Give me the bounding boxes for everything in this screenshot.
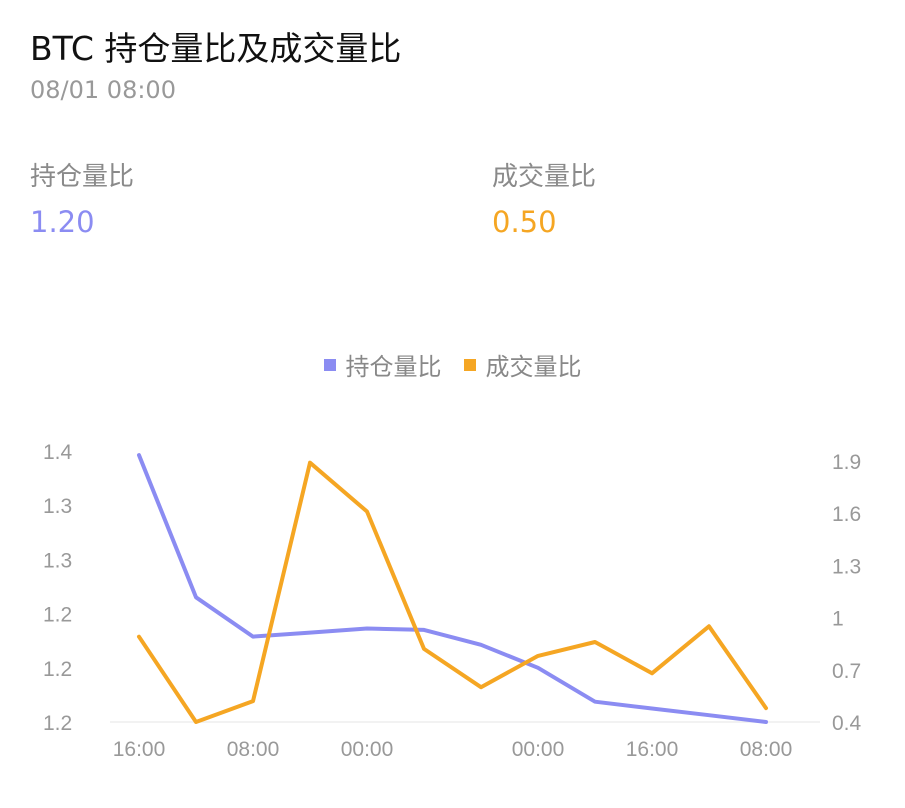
chart-legend: 持仓量比 成交量比 xyxy=(0,347,905,382)
right-tick-label: 0.7 xyxy=(832,660,861,683)
series-line-1 xyxy=(137,460,768,724)
legend-swatch xyxy=(323,358,336,371)
right-tick-label: 0.4 xyxy=(832,712,862,735)
page-title: BTC 持仓量比及成交量比 xyxy=(30,29,402,68)
x-tick-label: 08:00 xyxy=(227,738,280,761)
series-line-0 xyxy=(137,453,768,724)
x-tick-label: 16:00 xyxy=(113,738,166,761)
legend-swatch xyxy=(463,358,476,371)
x-tick-label: 16:00 xyxy=(626,738,679,761)
timestamp: 08/01 08:00 xyxy=(30,76,176,104)
x-tick-label: 08:00 xyxy=(740,738,793,761)
left-tick-label: 1.2 xyxy=(43,712,72,735)
left-tick-label: 1.2 xyxy=(43,658,72,681)
stat-value: 0.50 xyxy=(492,205,557,239)
stat-open-interest-ratio: 持仓量比 1.20 xyxy=(30,156,134,239)
stat-value: 1.20 xyxy=(30,205,95,239)
right-tick-label: 1.3 xyxy=(832,555,861,578)
right-tick-label: 1.9 xyxy=(832,451,861,474)
x-tick-label: 00:00 xyxy=(512,738,565,761)
stat-label: 成交量比 xyxy=(492,162,597,192)
legend-label: 成交量比 xyxy=(485,353,582,381)
right-tick-label: 1.6 xyxy=(832,503,861,526)
left-tick-label: 1.3 xyxy=(43,549,72,572)
left-tick-label: 1.3 xyxy=(43,495,72,518)
right-tick-label: 1 xyxy=(832,608,844,631)
legend-label: 持仓量比 xyxy=(345,353,442,381)
x-tick-label: 00:00 xyxy=(341,738,394,761)
legend-item-open-interest[interactable]: 持仓量比 xyxy=(323,347,442,382)
legend-item-volume[interactable]: 成交量比 xyxy=(463,347,582,382)
stat-label: 持仓量比 xyxy=(30,162,135,192)
stat-volume-ratio: 成交量比 0.50 xyxy=(492,156,596,239)
left-tick-label: 1.2 xyxy=(43,604,72,627)
left-tick-label: 1.4 xyxy=(43,441,73,464)
